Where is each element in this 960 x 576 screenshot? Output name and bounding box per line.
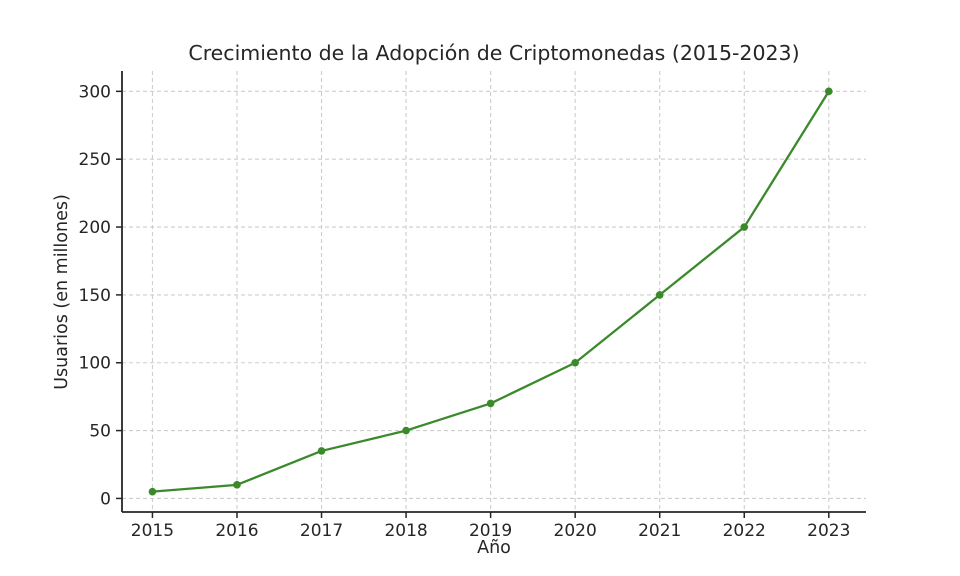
x-tick-label: 2020 [554,521,597,541]
data-point [571,358,579,367]
axes-spines [121,71,866,513]
y-tick-label: 200 [79,218,111,238]
x-tick-label: 2021 [638,521,681,541]
y-tick-label: 0 [100,489,111,509]
y-tick-label: 150 [79,286,111,306]
y-axis-label: Usuarios (en millones) [52,194,72,390]
data-point [825,87,833,96]
x-tick-label: 2023 [807,521,850,541]
series-layer [148,87,833,496]
x-tick-label: 2022 [723,521,766,541]
x-tick-label: 2018 [384,521,427,541]
y-tick-label: 250 [79,150,111,170]
tick-layer: 0 50 100 150 200 250 300 2015 2016 2017 2018 2019 20… [79,82,851,541]
x-axis-label: Año [477,538,511,558]
y-tick-label: 50 [89,422,111,442]
x-tick-label: 2017 [300,521,343,541]
data-point [317,447,326,455]
data-point [740,223,749,231]
grid-layer [122,71,866,512]
data-point [402,426,410,435]
chart-title: Crecimiento de la Adopción de Criptomone… [188,41,799,65]
data-point [148,487,157,496]
data-point [233,481,241,489]
x-tick-label: 2016 [215,521,258,541]
y-tick-label: 100 [79,354,111,374]
x-tick-label: 2015 [131,521,174,541]
y-tick-label: 300 [79,82,111,102]
data-point [655,291,664,299]
x-tick-label: 2019 [469,521,512,541]
data-point [486,399,495,408]
